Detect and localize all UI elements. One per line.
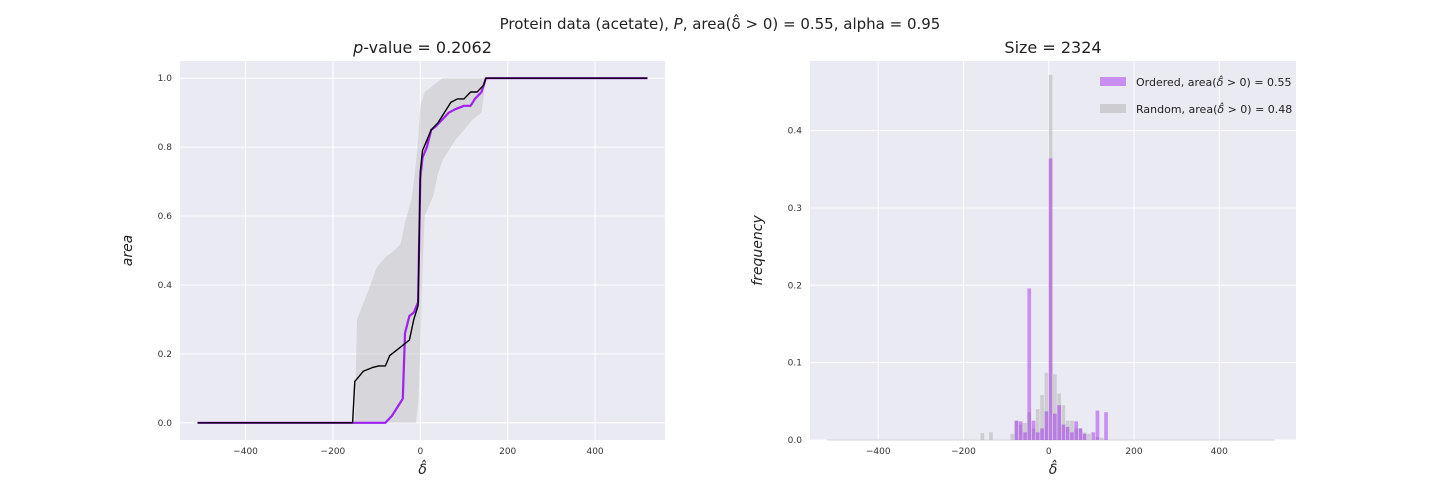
ordered-bar: [1061, 424, 1066, 440]
ordered-bar: [1018, 421, 1023, 440]
y-tick-label: 0.6: [158, 212, 173, 222]
y-tick-label: 0.3: [788, 204, 802, 214]
plot-area-background: [180, 61, 665, 440]
ordered-bar: [1035, 432, 1040, 440]
random-bar: [980, 433, 985, 440]
random-bar: [1048, 74, 1053, 441]
chart-series: [197, 77, 648, 424]
x-tick-label: 0: [1046, 447, 1052, 457]
histogram-bars: [827, 74, 1275, 441]
x-tick-label: −200: [951, 447, 976, 457]
y-axis-label: area: [120, 235, 136, 267]
histogram-chart-panel: −400 −200 0 200 400 0.0 0.1 0.2 0.3 0.4 Size = 23…: [750, 38, 1296, 478]
ordered-bar: [1053, 413, 1057, 440]
ordered-bar: [1070, 432, 1074, 440]
legend-swatch-ordered: [1100, 77, 1126, 86]
random-series-line: [197, 77, 648, 424]
random-bar: [1087, 433, 1091, 440]
random-bar: [1035, 409, 1040, 440]
random-bar: [1014, 420, 1019, 440]
tick-labels: −400 −200 0 200 400 0.0 0.1 0.2 0.3 0.4: [788, 127, 1228, 457]
y-tick-label: 0.0: [158, 419, 173, 429]
random-bar: [1010, 433, 1015, 440]
random-bar: [1057, 393, 1061, 440]
y-tick-label: 0.4: [158, 281, 173, 291]
random-bar: [1095, 436, 1100, 440]
x-axis-label: δ̂: [418, 459, 427, 478]
random-bar: [1018, 424, 1023, 440]
x-tick-label: 400: [1211, 447, 1228, 457]
random-bar: [1053, 374, 1057, 440]
legend-label-ordered: Ordered, area(δ̂ > 0) = 0.55: [1136, 75, 1292, 89]
ordered-bar: [1048, 158, 1053, 440]
random-bar: [1040, 395, 1044, 440]
plot-area-background: [810, 61, 1296, 440]
legend: Ordered, area(δ̂ > 0) = 0.55 Random, are…: [1100, 75, 1292, 116]
ordered-bar: [1082, 433, 1087, 440]
cdf-chart-panel: −400 −200 0 200 400 0.0 0.2 0.4 0.6 0.8 1.0 p-valu…: [120, 38, 665, 478]
x-axis-label: δ̂: [1049, 459, 1058, 478]
chart-title: p-value = 0.2062: [352, 38, 492, 57]
random-bar: [1044, 372, 1049, 440]
random-bar: [1082, 432, 1087, 440]
y-tick-label: 0.2: [158, 350, 172, 360]
confidence-band: [354, 78, 648, 423]
y-tick-label: 1.0: [158, 74, 173, 84]
x-tick-label: 0: [417, 447, 423, 457]
legend-swatch-random: [1100, 104, 1126, 113]
ordered-bar: [1023, 432, 1027, 440]
y-axis-label: frequency: [750, 215, 766, 286]
x-tick-label: −400: [866, 447, 891, 457]
chart-title: Size = 2324: [1004, 38, 1101, 57]
x-tick-label: 400: [586, 447, 603, 457]
ordered-bar: [1044, 411, 1049, 440]
random-bar: [1027, 412, 1032, 440]
random-bar: [1031, 428, 1036, 440]
ordered-bar: [1091, 432, 1096, 440]
random-bar: [1078, 428, 1083, 440]
x-tick-label: −400: [233, 447, 258, 457]
y-tick-label: 0.1: [788, 359, 802, 369]
random-bar: [1074, 428, 1078, 440]
random-bar: [1023, 423, 1027, 440]
ordered-bar: [1074, 421, 1078, 440]
random-bar: [1070, 420, 1074, 440]
random-bar: [989, 432, 993, 440]
legend-label-random: Random, area(δ̂ > 0) = 0.48: [1136, 102, 1292, 116]
ordered-series-line: [197, 77, 648, 424]
ordered-bar: [1014, 420, 1019, 440]
random-bar: [1061, 405, 1066, 440]
random-bar: [1065, 420, 1070, 440]
ordered-bar: [1078, 428, 1083, 440]
ordered-bar: [1027, 288, 1032, 440]
x-tick-label: −200: [321, 447, 346, 457]
ordered-bar: [1040, 428, 1044, 440]
y-tick-label: 0.4: [788, 127, 803, 137]
y-tick-label: 0.2: [788, 281, 802, 291]
ordered-bar: [1095, 410, 1100, 440]
ordered-bar: [1065, 426, 1070, 440]
random-bar: [1099, 437, 1104, 440]
y-tick-label: 0.0: [788, 436, 803, 446]
ordered-bar: [1057, 405, 1061, 440]
figure-title: Protein data (acetate), P, area(δ̂ > 0) …: [500, 13, 941, 33]
y-tick-label: 0.8: [158, 143, 173, 153]
x-tick-label: 200: [499, 447, 516, 457]
x-tick-label: 200: [1125, 447, 1142, 457]
tick-labels: −400 −200 0 200 400 0.0 0.2 0.4 0.6 0.8 1.0: [158, 74, 604, 457]
ordered-bar: [1031, 420, 1036, 440]
ordered-bar: [1104, 412, 1108, 440]
